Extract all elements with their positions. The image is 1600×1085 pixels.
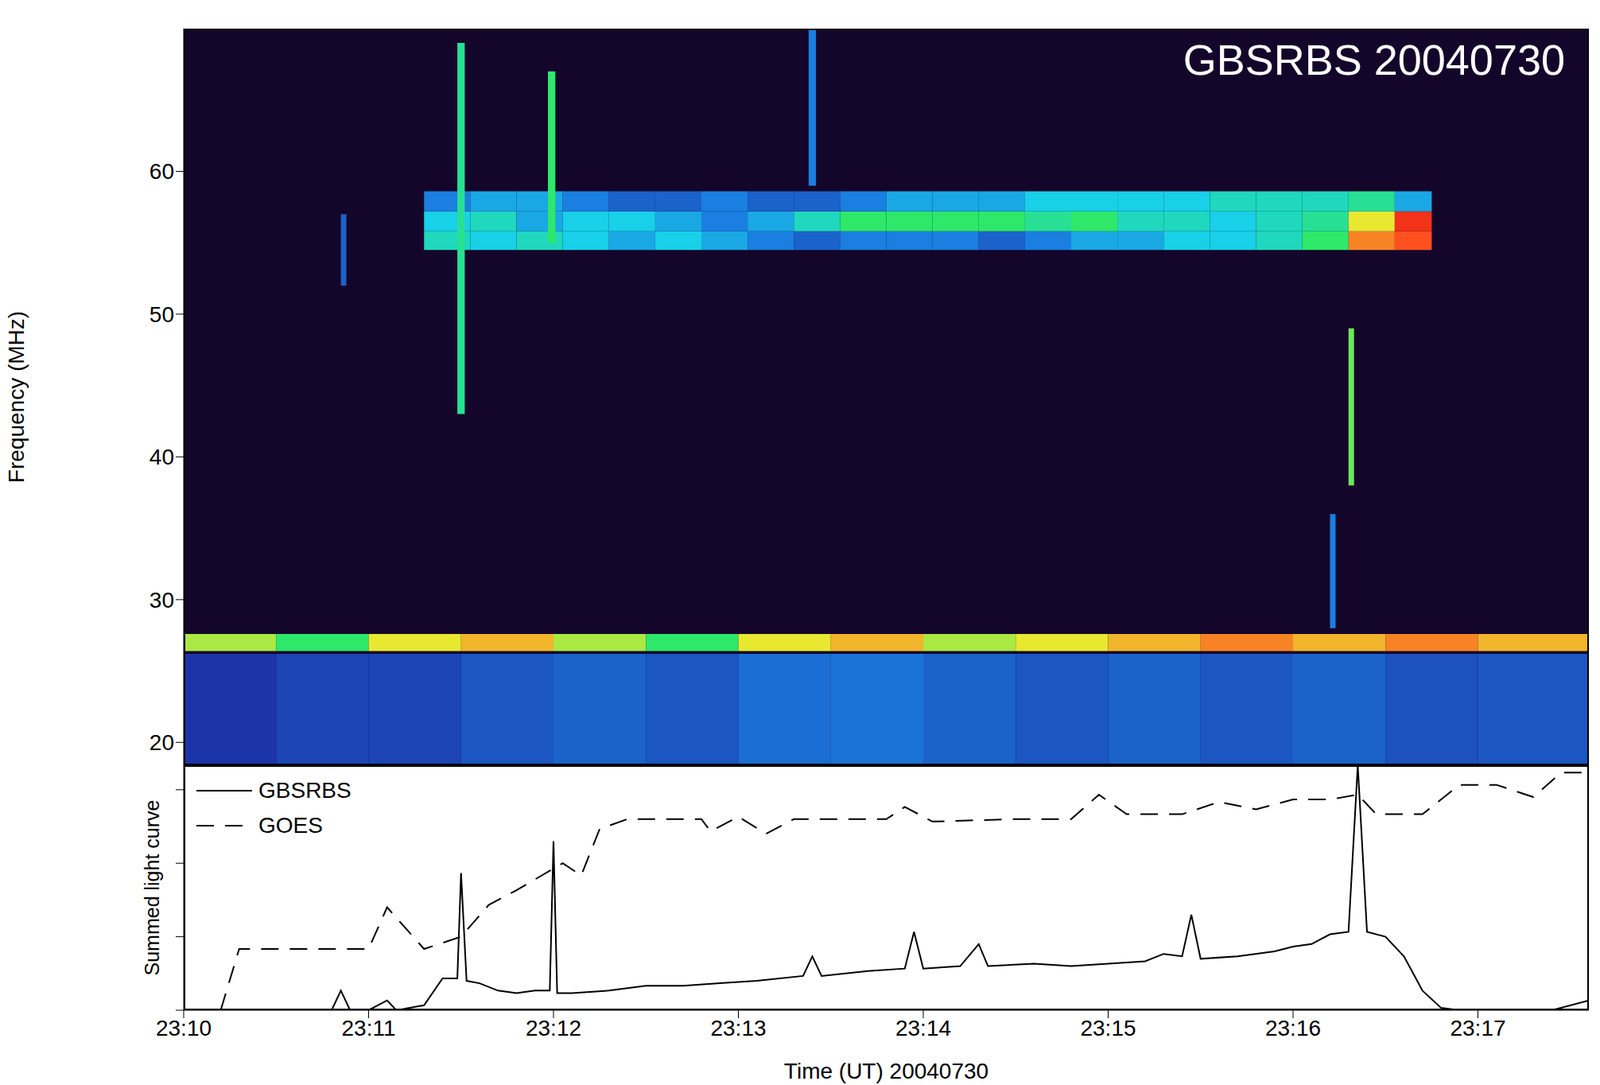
svg-text:Summed light curve: Summed light curve xyxy=(140,800,164,976)
svg-text:23:15: 23:15 xyxy=(1079,1015,1136,1041)
html-text:GBSRBS: GBSRBS xyxy=(258,777,352,803)
svg-text:Time (UT) 20040730: Time (UT) 20040730 xyxy=(784,1058,989,1084)
svg-text:60: 60 xyxy=(149,159,175,184)
svg-text:23:12: 23:12 xyxy=(525,1015,582,1041)
svg-text:23:14: 23:14 xyxy=(895,1015,952,1041)
svg-text:23:13: 23:13 xyxy=(710,1015,766,1041)
svg-text:50: 50 xyxy=(149,302,175,327)
svg-text:23:17: 23:17 xyxy=(1449,1015,1506,1041)
svg-text:40: 40 xyxy=(149,444,175,470)
svg-text:20: 20 xyxy=(149,730,175,755)
html-text:GOES: GOES xyxy=(258,812,323,838)
svg-text:23:10: 23:10 xyxy=(155,1015,212,1041)
svg-text:23:16: 23:16 xyxy=(1265,1015,1321,1041)
svg-text:Frequency (MHz): Frequency (MHz) xyxy=(3,310,29,483)
svg-text:23:11: 23:11 xyxy=(341,1015,397,1041)
html-text:GBSRBS 20040730: GBSRBS 20040730 xyxy=(1183,35,1566,84)
svg-text:30: 30 xyxy=(149,587,175,613)
